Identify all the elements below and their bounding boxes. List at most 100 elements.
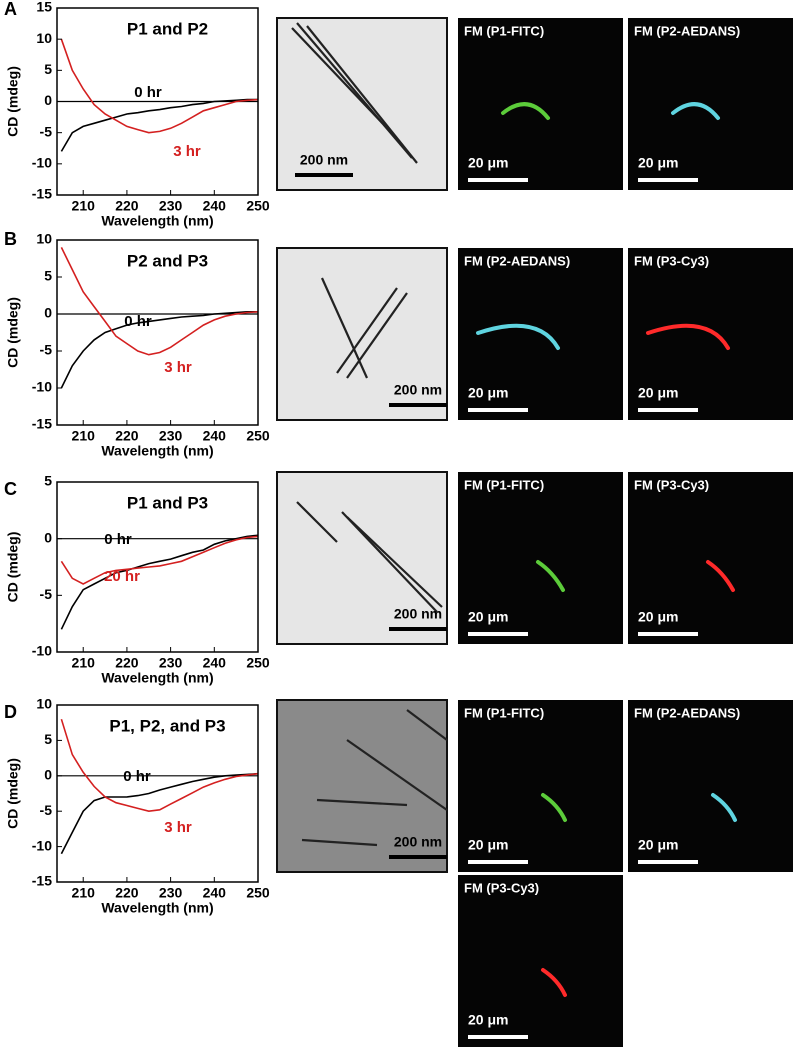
- y-axis-label: CD (mdeg): [5, 758, 21, 829]
- x-tick-label: 230: [159, 655, 183, 671]
- fm-image: [628, 248, 793, 420]
- y-tick-label: -10: [32, 837, 52, 853]
- scale-label: 20 μm: [638, 837, 678, 853]
- scale-label: 20 μm: [638, 155, 678, 171]
- y-tick-label: 0: [44, 92, 52, 108]
- chart-title: P2 and P3: [127, 251, 208, 270]
- fm-image: [458, 875, 623, 1047]
- y-tick-label: -5: [40, 342, 53, 358]
- tem-fiber: [301, 838, 378, 847]
- tem-fiber: [346, 516, 443, 608]
- cd-curve: [60, 247, 259, 356]
- tem-image: [276, 471, 448, 645]
- cd-curve: [60, 535, 259, 585]
- x-axis-label: Wavelength (nm): [101, 443, 213, 459]
- fm-label: FM (P3-Cy3): [634, 253, 709, 268]
- x-tick-label: 210: [72, 428, 96, 444]
- fm-image: [458, 700, 623, 872]
- x-tick-label: 240: [203, 198, 227, 214]
- x-tick-label: 250: [246, 885, 270, 901]
- fm-image: [628, 700, 793, 872]
- chart-title: P1 and P3: [127, 493, 208, 512]
- tem-fiber: [341, 511, 438, 613]
- series-label: 0 hr: [104, 531, 132, 548]
- y-axis-label: CD (mdeg): [5, 532, 21, 603]
- y-tick-label: -5: [40, 802, 53, 818]
- x-tick-label: 240: [203, 885, 227, 901]
- x-tick-label: 220: [115, 885, 139, 901]
- x-tick-label: 220: [115, 655, 139, 671]
- series-label: 0 hr: [124, 313, 152, 330]
- y-tick-label: -10: [32, 155, 52, 171]
- scale-label: 200 nm: [394, 382, 442, 398]
- scale-label: 20 μm: [638, 609, 678, 625]
- scale-label: 200 nm: [394, 834, 442, 850]
- y-tick-label: 5: [44, 268, 52, 284]
- cd-curve: [60, 311, 258, 389]
- scale-label: 200 nm: [394, 606, 442, 622]
- scale-label: 20 μm: [468, 385, 508, 401]
- fm-image: [628, 472, 793, 644]
- y-tick-label: -15: [32, 186, 52, 202]
- fm-image: [458, 472, 623, 644]
- cd-curve: [60, 98, 258, 152]
- y-tick-label: 10: [36, 30, 52, 46]
- x-tick-label: 210: [72, 885, 96, 901]
- y-tick-label: -5: [40, 123, 53, 139]
- x-tick-label: 250: [246, 655, 270, 671]
- series-label: 20 hr: [104, 568, 140, 585]
- tem-fibers: [301, 709, 448, 847]
- panel-letter: A: [4, 0, 17, 19]
- tem-fiber: [406, 709, 448, 741]
- scale-label: 20 μm: [468, 155, 508, 171]
- cd-curve: [60, 772, 259, 855]
- fm-label: FM (P3-Cy3): [464, 880, 539, 895]
- y-tick-label: 10: [36, 231, 52, 247]
- tem-fibers: [296, 501, 443, 613]
- fm-image: [628, 18, 793, 190]
- tem-fibers: [291, 22, 418, 164]
- tem-fibers: [320, 277, 408, 379]
- x-tick-label: 250: [246, 198, 270, 214]
- fm-label: FM (P1-FITC): [464, 23, 544, 38]
- fm-fiber: [711, 793, 737, 822]
- x-tick-label: 210: [72, 198, 96, 214]
- series-label: 3 hr: [164, 819, 192, 836]
- tem-fiber: [296, 501, 338, 543]
- y-tick-label: 0: [44, 305, 52, 321]
- cd-curve: [60, 534, 259, 630]
- fm-fiber: [501, 102, 550, 120]
- y-tick-label: 5: [44, 61, 52, 77]
- x-tick-label: 230: [159, 428, 183, 444]
- fm-fiber: [706, 560, 735, 592]
- x-tick-label: 250: [246, 428, 270, 444]
- scale-label: 20 μm: [468, 837, 508, 853]
- scale-label: 200 nm: [300, 152, 348, 168]
- y-tick-label: -5: [40, 586, 53, 602]
- series-label: 3 hr: [164, 359, 192, 376]
- x-tick-label: 220: [115, 198, 139, 214]
- plot-frame: [56, 704, 259, 883]
- x-tick-label: 220: [115, 428, 139, 444]
- cd-curve: [60, 38, 259, 134]
- fm-fiber: [646, 323, 730, 350]
- x-tick-label: 210: [72, 655, 96, 671]
- cd-curve: [60, 718, 259, 813]
- fm-label: FM (P3-Cy3): [634, 477, 709, 492]
- fm-fiber: [476, 323, 560, 350]
- fm-fiber: [541, 968, 567, 997]
- y-tick-label: -10: [32, 379, 52, 395]
- y-tick-label: -15: [32, 873, 52, 889]
- fm-fiber: [671, 102, 720, 120]
- scale-label: 20 μm: [468, 609, 508, 625]
- x-tick-label: 240: [203, 428, 227, 444]
- y-tick-label: 0: [44, 529, 52, 545]
- tem-fiber: [296, 22, 413, 159]
- fm-label: FM (P2-AEDANS): [464, 253, 570, 268]
- fm-fiber: [536, 560, 565, 592]
- y-tick-label: 5: [44, 473, 52, 489]
- tem-fiber: [316, 798, 408, 807]
- plot-frame: [56, 481, 259, 653]
- fm-label: FM (P1-FITC): [464, 705, 544, 720]
